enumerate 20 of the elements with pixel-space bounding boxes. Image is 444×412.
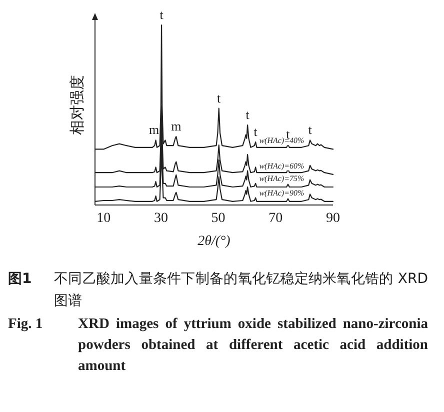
annotation: t <box>308 122 312 138</box>
annotation: t <box>246 107 250 122</box>
annotation: t <box>254 124 258 139</box>
series-label: w(HAc)=75% <box>259 174 304 183</box>
annotation: t <box>160 7 164 22</box>
text: 图1 不同乙酸加入量条件下制备的氧化钇稳定纳米氧化锆的 XRD 图谱 <box>8 271 428 309</box>
y-axis-title: 相对强度 <box>68 75 86 135</box>
x-tick-label: 70 <box>268 211 283 226</box>
annotation: m <box>149 122 160 138</box>
series-label: w(HAc)=90% <box>259 188 304 198</box>
x-tick-label: 90 <box>326 211 340 226</box>
series-label: w(HAc)=40% <box>259 136 304 146</box>
x-tick-label: 30 <box>154 211 168 226</box>
annotation: t <box>217 90 222 106</box>
x-tick-label: 10 <box>96 211 111 226</box>
x-tick-label: 50 <box>211 211 226 226</box>
x-axis-title: 2θ/(°) <box>198 234 231 249</box>
annotation: m <box>171 118 182 134</box>
text: Fig. 1 XRD images of yttrium oxide stabilized nano-zirconia powders obtained at different acetic acid addition amount <box>8 316 428 374</box>
series-label: w(HAc)=60% <box>259 161 304 170</box>
